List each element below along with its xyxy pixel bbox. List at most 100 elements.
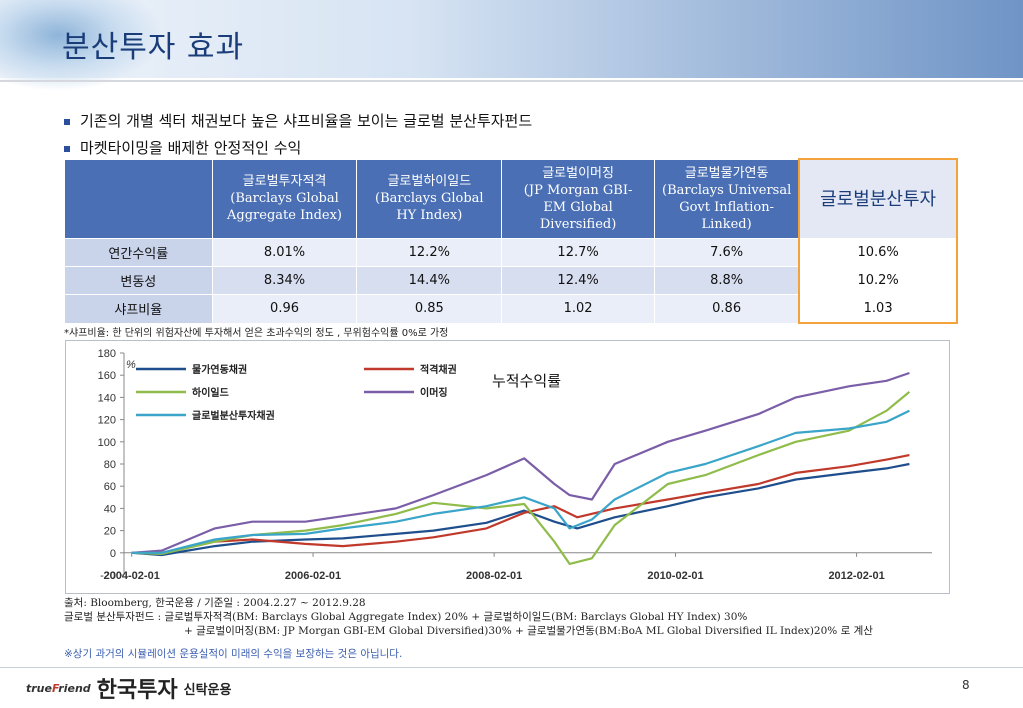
table-cell: 12.7% [501, 238, 655, 267]
table-cell: 14.4% [356, 266, 503, 295]
column-header-line: (Barclays Global [375, 191, 484, 207]
highlighted-cell: 10.2% [798, 266, 958, 295]
legend-label: 이머징 [420, 386, 448, 399]
table-row: 변동성 8.34% 14.4% 12.4% 8.8% 10.2% [64, 266, 958, 295]
table-cell: 0.86 [653, 294, 800, 324]
column-header-line: Govt Inflation- [679, 199, 775, 215]
table-cell: 8.8% [653, 266, 800, 295]
company-subname: 신탁운용 [183, 682, 232, 698]
highlighted-cell: 1.03 [798, 294, 958, 324]
y-tick-label: 20 [104, 526, 116, 538]
company-logo: trueFriend 한국투자 신탁운용 [26, 672, 231, 704]
table-cell: 12.4% [501, 266, 655, 295]
x-tick-label: 2008-02-01 [466, 570, 522, 582]
series-line [131, 371, 910, 554]
true-friend-logo: trueFriend [26, 682, 91, 695]
title-divider [0, 80, 1023, 82]
row-label: 연간수익률 [64, 238, 213, 267]
logo-highlight: F [51, 681, 59, 695]
source-line: + 글로벌이머징(BM: JP Morgan GBI-EM Global Div… [184, 625, 873, 637]
column-header: 글로벌이머징 (JP Morgan GBI- EM Global Diversi… [501, 158, 655, 239]
bullet-square-icon [64, 118, 70, 125]
column-header-line: Linked) [701, 216, 752, 232]
x-tick-label: 2010-02-01 [647, 570, 703, 582]
column-header-line: 글로벌이머징 [542, 165, 614, 181]
source-line: 출처: Bloomberg, 한국운용 / 기준일 : 2004.2.27 ~ … [64, 597, 366, 609]
column-header-line: 글로벌하이일드 [387, 174, 472, 190]
y-tick-label: -20 [100, 570, 116, 582]
column-header-line: 글로벌물가연동 [684, 165, 769, 181]
page-number: 8 [962, 678, 970, 692]
table-row: 연간수익률 8.01% 12.2% 12.7% 7.6% 10.6% [64, 238, 958, 267]
y-tick-label: 60 [104, 481, 116, 493]
globe-graphic [0, 0, 160, 90]
bullet-list: 기존의 개별 섹터 채권보다 높은 샤프비율을 보이는 글로벌 분산투자펀드 마… [64, 108, 532, 162]
table-cell: 12.2% [356, 238, 503, 267]
table-cell: 8.34% [211, 266, 358, 295]
series-line [131, 409, 910, 554]
y-tick-label: 120 [98, 415, 116, 427]
chart-title: 누적수익률 [492, 373, 561, 390]
unit-label: % [126, 359, 136, 371]
bullet-item: 기존의 개별 섹터 채권보다 높은 샤프비율을 보이는 글로벌 분산투자펀드 [64, 108, 532, 135]
sharpe-footnote: *샤프비율: 한 단위의 위험자산에 투자해서 얻은 초과수익의 정도 , 무위… [64, 328, 449, 339]
source-line: 글로벌 분산투자펀드 : 글로벌투자적격(BM: Barclays Global… [64, 611, 748, 623]
company-name: 한국투자 [96, 678, 178, 703]
column-header-line: 글로벌분산투자 [820, 188, 937, 210]
legend-label: 글로벌분산투자채권 [192, 409, 275, 422]
title-banner [0, 0, 1023, 90]
column-header-line: (JP Morgan GBI- [523, 182, 633, 198]
table-cell: 7.6% [653, 238, 800, 267]
axis-layer: -20 0 20 40 60 80 100 120 140 160 180 2004-02-01 200… [98, 348, 932, 582]
table-cell: 1.02 [501, 294, 655, 324]
row-label: 변동성 [64, 266, 213, 295]
column-header-line: 글로벌투자적격 [242, 174, 327, 190]
highlighted-column-header: 글로벌분산투자 [798, 158, 958, 239]
y-tick-label: 40 [104, 503, 116, 515]
row-label: 샤프비율 [64, 294, 213, 324]
series-line [131, 462, 910, 557]
source-note: 출처: Bloomberg, 한국운용 / 기준일 : 2004.2.27 ~ … [64, 596, 873, 638]
column-header-line: (Barclays Universal [662, 182, 792, 198]
y-tick-label: 160 [98, 370, 116, 382]
column-header: 글로벌투자적격 (Barclays Global Aggregate Index… [211, 158, 358, 239]
disclaimer: ※상기 과거의 시뮬레이션 운용실적이 미래의 수익을 보장하는 것은 아닙니다… [64, 648, 403, 660]
highlighted-cell: 10.6% [798, 238, 958, 267]
series-line [131, 454, 910, 554]
table-corner-cell [64, 158, 213, 239]
bullet-item: 마켓타이밍을 배제한 안정적인 수익 [64, 135, 532, 162]
x-tick-label: 2006-02-01 [285, 570, 341, 582]
table-cell: 0.85 [356, 294, 503, 324]
table-cell: 0.96 [211, 294, 358, 324]
x-tick-label: 2012-02-01 [828, 570, 884, 582]
table-cell: 8.01% [211, 238, 358, 267]
logo-prefix: true [26, 681, 52, 695]
x-tick-label: 2004-02-01 [104, 570, 160, 582]
bullet-text: 마켓타이밍을 배제한 안정적인 수익 [80, 139, 302, 157]
column-header: 글로벌하이일드 (Barclays Global HY Index) [356, 158, 503, 239]
y-tick-label: 140 [98, 392, 116, 404]
column-header-line: HY Index) [396, 208, 463, 224]
bullet-square-icon [64, 145, 70, 152]
column-header-line: (Barclays Global [230, 191, 339, 207]
logo-suffix: riend [58, 681, 91, 695]
column-header-line: Aggregate Index) [227, 208, 343, 224]
page-title: 분산투자 효과 [62, 30, 245, 65]
legend-label: 하이일드 [192, 386, 229, 399]
column-header-line: Diversified) [539, 216, 617, 232]
cumulative-return-chart: -20 0 20 40 60 80 100 120 140 160 180 2004-02-01 200… [65, 340, 950, 594]
bullet-text: 기존의 개별 섹터 채권보다 높은 샤프비율을 보이는 글로벌 분산투자펀드 [80, 112, 533, 130]
summary-table: 글로벌투자적격 (Barclays Global Aggregate Index… [64, 158, 958, 324]
series-layer [131, 371, 911, 565]
table-row: 샤프비율 0.96 0.85 1.02 0.86 1.03 [64, 294, 958, 324]
table-header-row: 글로벌투자적격 (Barclays Global Aggregate Index… [64, 158, 958, 239]
footer-divider [0, 667, 1023, 668]
legend-label: 물가연동채권 [192, 363, 247, 376]
y-tick-label: 0 [110, 548, 116, 560]
y-tick-label: 100 [98, 437, 116, 449]
chart-svg: -20 0 20 40 60 80 100 120 140 160 180 2004-02-01 200… [98, 348, 932, 582]
y-tick-label: 80 [104, 459, 116, 471]
legend-label: 적격채권 [420, 363, 457, 376]
column-header-line: EM Global [543, 199, 613, 215]
